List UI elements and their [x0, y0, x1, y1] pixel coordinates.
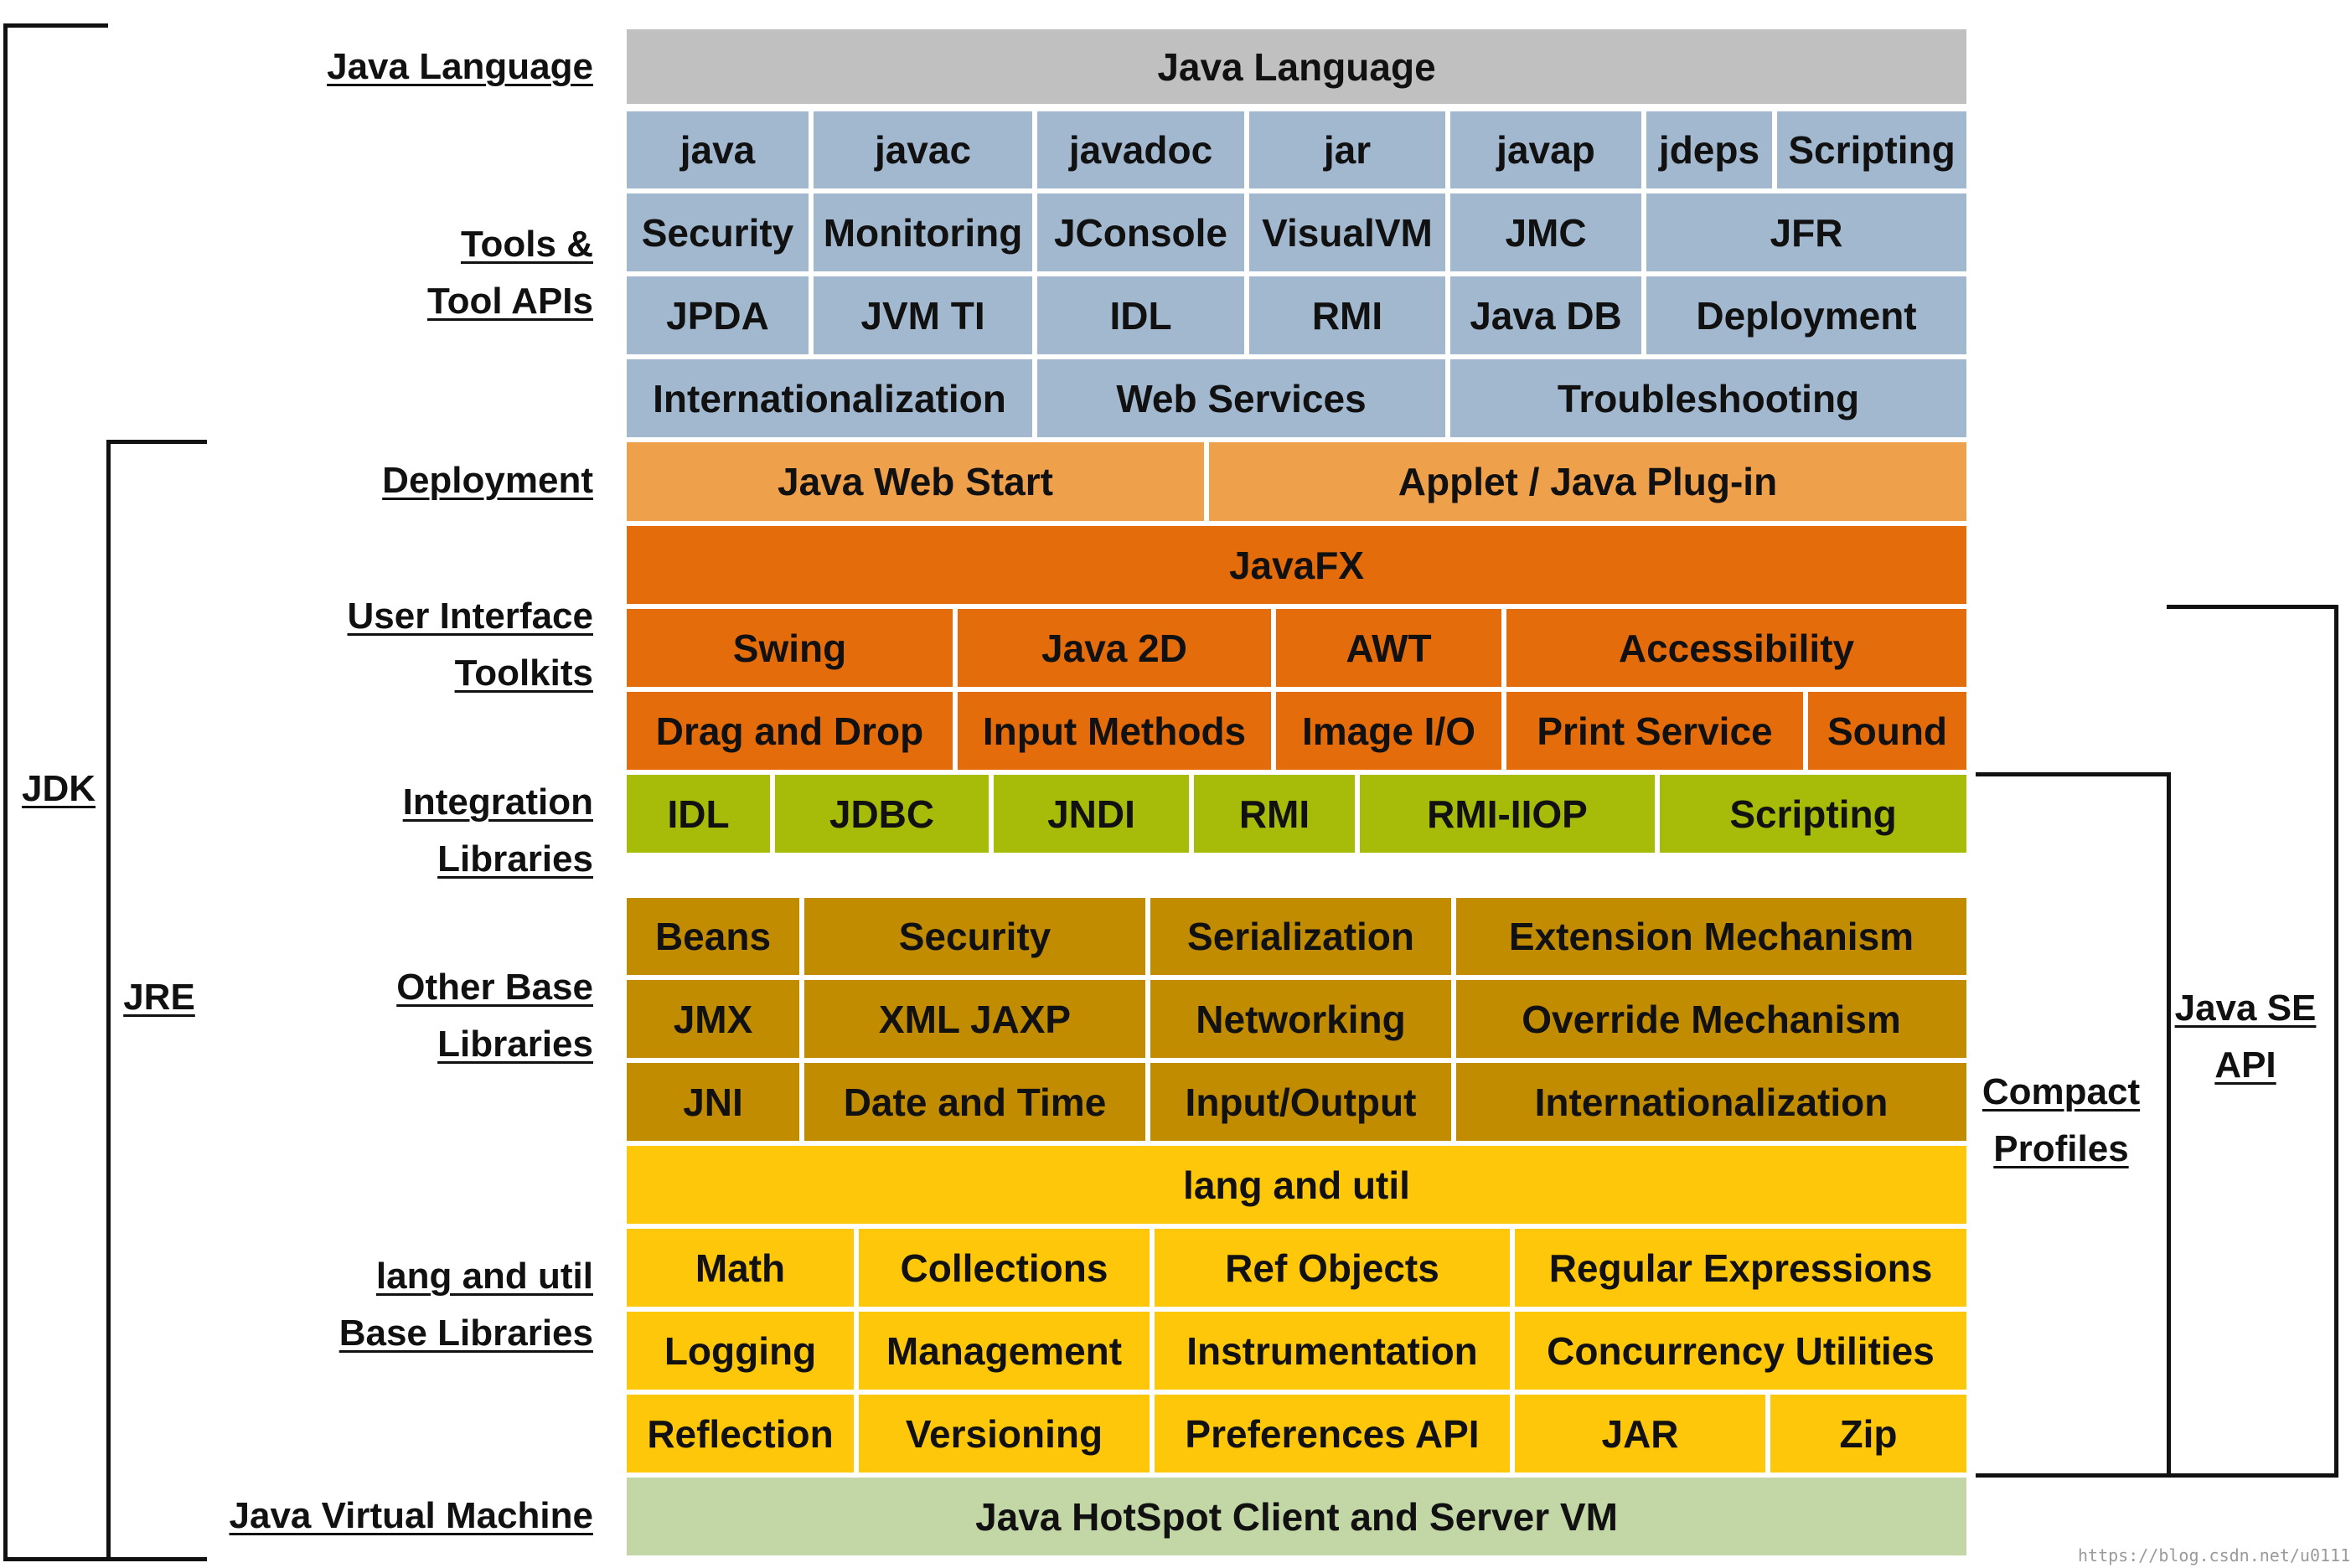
cell-integration: JDBC: [772, 772, 991, 855]
cell-other-1: Security: [802, 895, 1148, 977]
group-label-jre[interactable]: JRE: [123, 977, 195, 1018]
cell-ui-3: Drag and Drop: [624, 689, 955, 772]
cell-tools-2: JConsole: [1035, 191, 1247, 274]
cell-lang-2: Collections: [856, 1226, 1152, 1309]
layer-label-integration[interactable]: Integration: [402, 781, 593, 823]
layer-label-lang-util[interactable]: Base Libraries: [338, 1313, 593, 1354]
layer-label-integration[interactable]: Libraries: [437, 838, 593, 879]
cell-tools-3: Java DB: [1448, 274, 1644, 357]
cell-lang-4: Versioning: [856, 1392, 1152, 1475]
cell-lang-4: JAR: [1512, 1392, 1768, 1475]
cell-other-1: Extension Mechanism: [1454, 895, 1969, 977]
cell-ui-1: JavaFX: [624, 524, 1969, 606]
cell-other-2: Networking: [1148, 977, 1454, 1060]
cell-integration: RMI-IIOP: [1357, 772, 1657, 855]
group-label-java-se-api[interactable]: Java SE: [2174, 988, 2317, 1029]
cell-other-3: Internationalization: [1454, 1060, 1969, 1143]
cell-tools-2: JMC: [1448, 191, 1644, 274]
cell-lang-4: Preferences API: [1152, 1392, 1512, 1475]
jre-bracket: [106, 440, 207, 1561]
cell-other-3: JNI: [624, 1060, 802, 1143]
group-label-java-se-api[interactable]: API: [2214, 1044, 2276, 1086]
group-label-jdk[interactable]: JDK: [21, 768, 96, 809]
cell-deployment: Java Web Start: [624, 440, 1207, 524]
cell-tools-4: Troubleshooting: [1448, 357, 1969, 440]
cell-lang-4: Zip: [1768, 1392, 1969, 1475]
cell-tools-4: Internationalization: [624, 357, 1035, 440]
cell-other-1: Serialization: [1148, 895, 1454, 977]
cell-tools-4: Web Services: [1035, 357, 1448, 440]
cell-java-language: Java Language: [624, 27, 1969, 106]
cell-lang-1: lang and util: [624, 1143, 1969, 1226]
cell-ui-2: Swing: [624, 606, 955, 689]
group-label-compact-profiles[interactable]: Profiles: [1993, 1128, 2129, 1169]
layer-label-tools[interactable]: Tool APIs: [427, 281, 593, 322]
cell-tools-3: RMI: [1247, 274, 1448, 357]
cell-integration: RMI: [1191, 772, 1357, 855]
cell-tools-1: javadoc: [1035, 109, 1247, 191]
cell-lang-3: Concurrency Utilities: [1512, 1309, 1969, 1392]
cell-ui-2: AWT: [1274, 606, 1504, 689]
layer-label-deployment[interactable]: Deployment: [382, 460, 593, 501]
jdk-bracket: [3, 23, 108, 1561]
layer-label-java-language[interactable]: Java Language: [327, 46, 593, 87]
compact-profiles-bracket: [1976, 772, 2171, 1478]
cell-ui-2: Java 2D: [955, 606, 1274, 689]
cell-tools-1: javap: [1448, 109, 1644, 191]
cell-ui-3: Print Service: [1504, 689, 1806, 772]
cell-integration: Scripting: [1657, 772, 1969, 855]
cell-lang-2: Math: [624, 1226, 856, 1309]
cell-lang-4: Reflection: [624, 1392, 856, 1475]
cell-lang-3: Management: [856, 1309, 1152, 1392]
cell-jvm: Java HotSpot Client and Server VM: [624, 1475, 1969, 1558]
layer-label-user-interface[interactable]: User Interface: [347, 596, 593, 637]
layer-label-jvm[interactable]: Java Virtual Machine: [229, 1495, 594, 1536]
cell-tools-1: jar: [1247, 109, 1448, 191]
cell-tools-2: VisualVM: [1247, 191, 1448, 274]
cell-lang-2: Ref Objects: [1152, 1226, 1512, 1309]
cell-tools-3: IDL: [1035, 274, 1247, 357]
cell-ui-2: Accessibility: [1504, 606, 1969, 689]
cell-ui-3: Input Methods: [955, 689, 1274, 772]
cell-lang-3: Logging: [624, 1309, 856, 1392]
cell-other-2: XML JAXP: [802, 977, 1148, 1060]
cell-integration: IDL: [624, 772, 772, 855]
cell-lang-2: Regular Expressions: [1512, 1226, 1969, 1309]
layer-label-tools[interactable]: Tools &: [460, 224, 593, 265]
cell-other-3: Input/Output: [1148, 1060, 1454, 1143]
cell-tools-2: Monitoring: [811, 191, 1035, 274]
cell-tools-1: jdeps: [1644, 109, 1775, 191]
cell-tools-2: JFR: [1644, 191, 1969, 274]
cell-tools-3: JVM TI: [811, 274, 1035, 357]
cell-tools-1: Scripting: [1775, 109, 1969, 191]
cell-tools-2: Security: [624, 191, 811, 274]
cell-other-2: Override Mechanism: [1454, 977, 1969, 1060]
cell-tools-1: java: [624, 109, 811, 191]
cell-integration: JNDI: [991, 772, 1191, 855]
cell-other-2: JMX: [624, 977, 802, 1060]
group-label-compact-profiles[interactable]: Compact: [1982, 1071, 2141, 1112]
watermark-url: https://blog.csdn.net/u011172271: [2078, 1545, 2351, 1565]
cell-lang-3: Instrumentation: [1152, 1309, 1512, 1392]
cell-deployment: Applet / Java Plug-in: [1207, 440, 1969, 524]
layer-label-lang-util[interactable]: lang and util: [375, 1256, 593, 1297]
layer-label-other-base[interactable]: Other Base: [396, 967, 593, 1008]
cell-tools-3: Deployment: [1644, 274, 1969, 357]
cell-ui-3: Image I/O: [1274, 689, 1504, 772]
cell-ui-3: Sound: [1806, 689, 1969, 772]
java-se-api-bracket: [2167, 605, 2338, 1478]
layer-label-other-base[interactable]: Libraries: [437, 1024, 593, 1065]
cell-other-1: Beans: [624, 895, 802, 977]
layer-label-user-interface[interactable]: Toolkits: [454, 652, 593, 694]
cell-tools-1: javac: [811, 109, 1035, 191]
cell-tools-3: JPDA: [624, 274, 811, 357]
cell-other-3: Date and Time: [802, 1060, 1148, 1143]
